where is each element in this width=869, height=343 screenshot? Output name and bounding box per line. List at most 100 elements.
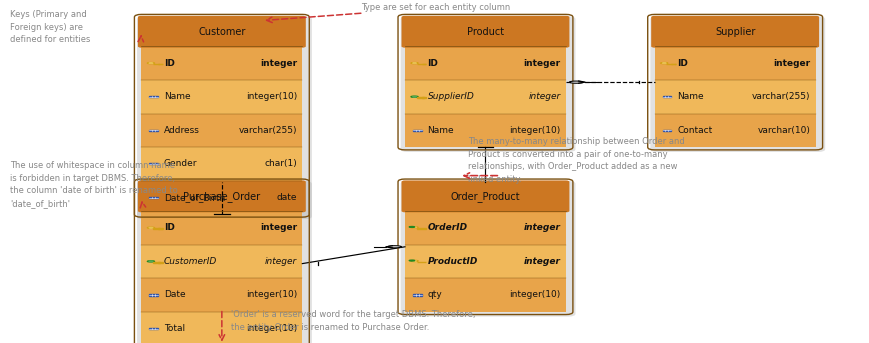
Text: integer: integer — [260, 59, 297, 68]
Text: integer: integer — [773, 59, 810, 68]
Ellipse shape — [149, 227, 153, 228]
Bar — [142, 181, 302, 214]
Ellipse shape — [660, 62, 667, 64]
Text: varchar(255): varchar(255) — [751, 92, 810, 101]
Text: The many-to-many relationship between Order and
Product is converted into a pair: The many-to-many relationship between Or… — [468, 137, 684, 184]
Text: Supplier: Supplier — [714, 27, 754, 37]
FancyBboxPatch shape — [137, 16, 306, 48]
Text: Customer: Customer — [198, 27, 245, 37]
Bar — [158, 228, 160, 229]
Ellipse shape — [411, 227, 418, 228]
Bar — [149, 197, 158, 198]
FancyBboxPatch shape — [650, 16, 819, 48]
Bar — [142, 312, 302, 343]
Bar — [405, 211, 566, 245]
Bar — [662, 96, 671, 97]
Bar — [421, 97, 423, 98]
Text: Order_Product: Order_Product — [450, 191, 520, 202]
Bar — [653, 114, 815, 147]
Text: Keys (Primary and
Foreign keys) are
defined for entities: Keys (Primary and Foreign keys) are defi… — [10, 10, 90, 44]
Text: integer(10): integer(10) — [246, 92, 297, 101]
Text: ID: ID — [163, 223, 175, 232]
Text: integer(10): integer(10) — [246, 291, 297, 299]
FancyBboxPatch shape — [649, 16, 824, 152]
Text: ID: ID — [428, 59, 438, 68]
Bar — [142, 245, 302, 278]
Text: Type are set for each entity column: Type are set for each entity column — [361, 3, 510, 12]
Ellipse shape — [388, 246, 401, 248]
FancyBboxPatch shape — [401, 16, 569, 48]
Bar — [158, 262, 160, 263]
Bar — [405, 245, 566, 278]
Ellipse shape — [148, 261, 155, 262]
Text: Total: Total — [163, 324, 185, 333]
Ellipse shape — [149, 261, 153, 262]
Ellipse shape — [411, 260, 418, 261]
Bar — [149, 96, 158, 97]
Bar — [153, 228, 163, 229]
Bar — [142, 278, 302, 312]
Bar — [142, 147, 302, 181]
Text: integer: integer — [523, 257, 561, 266]
Text: Address: Address — [163, 126, 200, 135]
Ellipse shape — [409, 226, 415, 227]
Ellipse shape — [148, 62, 155, 64]
Text: The use of whitespace in column name
is forbidden in target DBMS. Therefore,
the: The use of whitespace in column name is … — [10, 161, 178, 208]
Text: Date: Date — [163, 291, 185, 299]
Bar — [662, 130, 671, 131]
Bar — [413, 294, 421, 296]
Ellipse shape — [413, 227, 416, 228]
Ellipse shape — [409, 260, 415, 261]
Ellipse shape — [148, 227, 155, 228]
Ellipse shape — [569, 81, 583, 83]
Text: ID: ID — [676, 59, 687, 68]
FancyBboxPatch shape — [401, 16, 575, 152]
Bar — [149, 328, 158, 329]
Text: 'Order' is a reserved word for the target DBMS. Therefore,
the entity Order is r: 'Order' is a reserved word for the targe… — [230, 310, 474, 332]
Bar — [405, 114, 566, 147]
Text: Purchase_Order: Purchase_Order — [183, 191, 260, 202]
FancyBboxPatch shape — [137, 180, 306, 212]
Bar — [416, 97, 426, 98]
Text: integer(10): integer(10) — [509, 126, 561, 135]
Text: Date_of_Birth: Date_of_Birth — [163, 193, 225, 202]
Bar — [149, 130, 158, 131]
Bar — [142, 114, 302, 147]
Text: char(1): char(1) — [264, 159, 297, 168]
Bar — [142, 80, 302, 114]
Text: date: date — [276, 193, 297, 202]
Text: varchar(255): varchar(255) — [238, 126, 297, 135]
Text: OrderID: OrderID — [428, 223, 468, 232]
Bar — [416, 228, 426, 229]
Bar — [413, 130, 421, 131]
FancyBboxPatch shape — [401, 181, 575, 317]
Ellipse shape — [411, 62, 418, 64]
Text: Product: Product — [467, 27, 503, 37]
FancyBboxPatch shape — [137, 16, 312, 219]
Bar — [142, 211, 302, 245]
Text: Name: Name — [676, 92, 703, 101]
Text: Name: Name — [428, 126, 454, 135]
Bar — [149, 163, 158, 165]
FancyBboxPatch shape — [137, 181, 312, 343]
Ellipse shape — [411, 96, 418, 97]
Text: ProductID: ProductID — [428, 257, 477, 266]
Text: ID: ID — [163, 59, 175, 68]
Text: integer: integer — [260, 223, 297, 232]
Bar — [653, 46, 815, 80]
Bar — [149, 294, 158, 296]
Bar — [405, 80, 566, 114]
FancyBboxPatch shape — [401, 180, 569, 212]
Text: integer: integer — [523, 223, 561, 232]
Text: integer(10): integer(10) — [246, 324, 297, 333]
Text: qty: qty — [428, 291, 441, 299]
Text: CustomerID: CustomerID — [163, 257, 217, 266]
Text: Gender: Gender — [163, 159, 197, 168]
Bar — [405, 46, 566, 80]
Text: integer: integer — [523, 59, 561, 68]
Bar — [653, 80, 815, 114]
Text: integer: integer — [264, 257, 297, 266]
Text: integer: integer — [527, 92, 561, 101]
Text: Name: Name — [163, 92, 190, 101]
Bar — [142, 46, 302, 80]
